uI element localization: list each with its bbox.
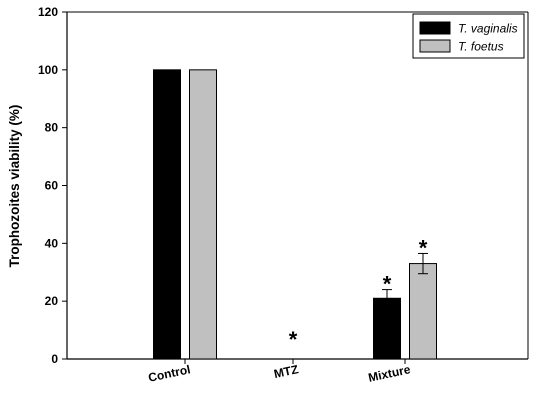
x-tick-label: MTZ xyxy=(273,362,300,381)
bar xyxy=(153,69,181,360)
x-tick-label: Control xyxy=(147,362,192,385)
y-tick-label: 100 xyxy=(38,63,58,77)
y-tick-label: 40 xyxy=(45,236,59,250)
legend-swatch xyxy=(419,21,451,35)
y-tick-label: 120 xyxy=(38,5,58,19)
plot-area: 0 20 40 60 80 100 120 Control MTZ * Mixture * * xyxy=(38,5,529,385)
y-tick-label: 60 xyxy=(45,179,59,193)
y-tick-label: 80 xyxy=(45,121,59,135)
legend-label: T. foetus xyxy=(458,40,504,54)
legend: T. vaginalis T. foetus xyxy=(412,13,525,59)
y-tick-label: 20 xyxy=(45,294,59,308)
legend-swatch xyxy=(419,39,451,53)
significance-marker: * xyxy=(383,272,392,297)
bar xyxy=(373,297,401,360)
significance-marker: * xyxy=(289,327,298,352)
x-tick-label: Mixture xyxy=(367,362,412,385)
y-axis-title: Trophozoites viability (%) xyxy=(7,105,22,268)
legend-label: T. vaginalis xyxy=(458,22,518,36)
y-tick-label: 0 xyxy=(51,352,58,366)
significance-marker: * xyxy=(419,235,428,260)
bar xyxy=(189,69,217,360)
bar xyxy=(409,263,437,360)
